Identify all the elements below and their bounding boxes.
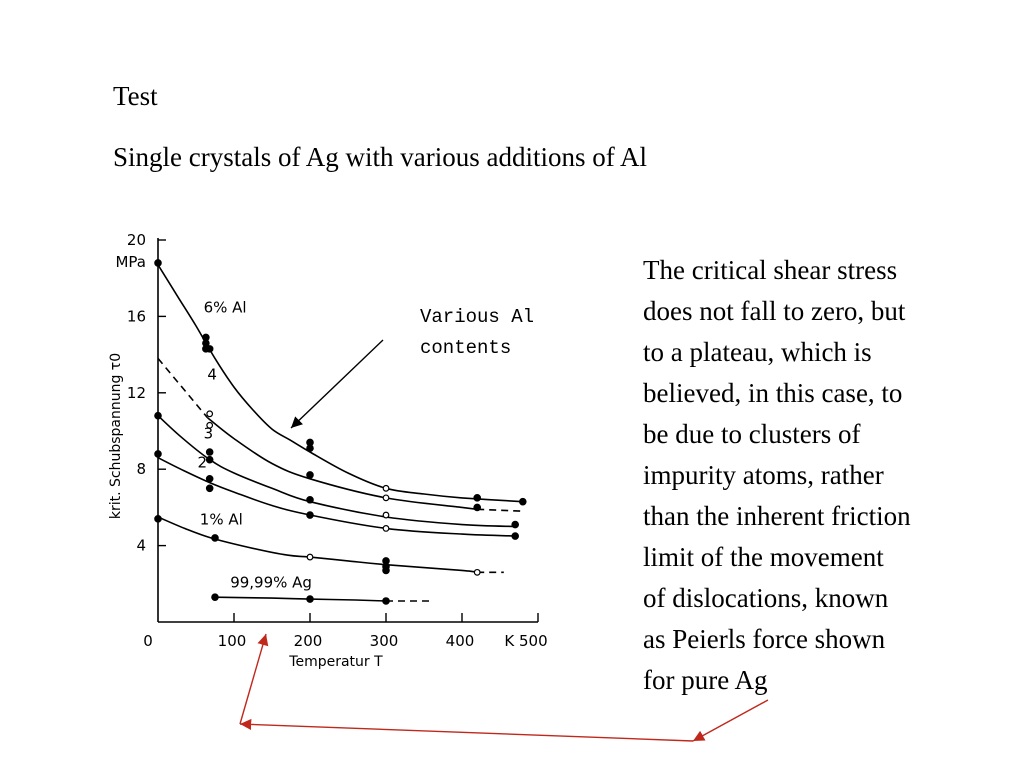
x-tick-label: 200 [294,632,323,650]
black-arrow [290,339,384,429]
data-point [154,515,162,523]
explanation-line: limit of the movement [643,542,884,572]
data-point [206,421,214,429]
series-label: 6% Al [204,299,247,317]
annotation-line-2: contents [420,337,512,359]
red-arrow-up [239,633,269,725]
series-label: 4 [207,365,217,383]
data-point [211,593,219,601]
data-point [382,511,390,519]
y-tick-label: 4 [136,537,146,555]
data-point [382,566,390,575]
series-line [157,456,516,537]
data-point [306,495,314,504]
data-point [154,411,162,420]
data-point [518,497,527,506]
explanation-text: The critical shear stress does not fall … [643,250,1013,701]
slide-title: Test [113,81,158,111]
data-point [205,448,214,456]
series-label: 1% Al [200,511,243,529]
data-point [382,484,390,492]
data-point [511,532,520,540]
data-point [473,494,482,502]
data-point [211,534,219,542]
x-tick-label: 300 [370,632,399,650]
data-point [382,494,390,502]
data-point [382,597,390,605]
annotation-arrows [239,339,769,742]
data-point [306,553,314,561]
explanation-line: to a plateau, which is [643,337,872,367]
series-line [214,596,387,602]
series-4: 1% Al [154,511,504,576]
series-label: 2 [198,453,208,471]
data-point [205,484,214,493]
explanation-line: than the inherent friction [643,501,911,531]
x-axis-title: Temperatur T [288,654,383,670]
data-point [306,595,314,603]
data-point [306,471,314,479]
y-unit-label: MPa [115,253,146,271]
explanation-line: as Peierls force shown [643,624,886,654]
annotation-line-1: Various Al [420,306,535,328]
y-tick-label: 12 [127,384,146,402]
various-al-annotation: Various Al contents [420,302,534,364]
explanation-line: The critical shear stress [643,255,898,285]
data-point [205,345,214,353]
data-point [306,444,314,452]
series-dashed-tail [477,508,523,512]
series-1: 4 [157,357,523,512]
data-point [382,525,390,532]
series-2: 3 [154,411,520,529]
data-point [473,503,482,512]
data-point [154,259,162,267]
data-point [473,568,481,576]
data-point [511,520,520,529]
y-tick-label: 20 [127,231,146,249]
series-3: 2 [154,450,520,540]
explanation-line: be due to clusters of [643,419,861,449]
explanation-line: does not fall to zero, but [643,296,906,326]
series-line [157,264,523,503]
series-5: 99,99% Ag [211,574,432,605]
data-point [154,450,162,458]
red-arrow-right [692,699,769,742]
explanation-line: impurity atoms, rather [643,460,884,490]
data-point [205,474,214,483]
x-tick-label: 100 [218,632,247,650]
series-dashed-start [157,357,209,419]
x-tick-label: 400 [446,632,475,650]
series-line [206,416,478,511]
series-label: 99,99% Ag [230,574,312,592]
slide-subtitle: Single crystals of Ag with various addit… [113,142,647,172]
y-axis-title: krit. Schubspannung τ0 [108,353,124,519]
data-point [306,511,314,519]
y-tick-label: 8 [136,460,146,478]
chart-series: 6% Al 4 3 2 1% Al 99,99% Ag [154,259,527,605]
red-arrow-bottom [239,718,694,742]
chart-axes: 4 8 12 16 20 MPa 0 100 200 300 400 K 500 Temperatur … [108,231,548,670]
series-0: 6% Al [154,259,527,506]
series-line [157,516,478,574]
x-tick-label: 0 [143,632,153,650]
explanation-line: believed, in this case, to [643,378,903,408]
x-tick-label: K 500 [504,632,547,650]
data-point [205,455,214,464]
series-label: 3 [204,425,214,443]
data-point [206,410,214,418]
y-tick-label: 16 [127,307,146,325]
series-line [157,415,516,528]
explanation-line: of dislocations, known [643,583,889,613]
explanation-line: for pure Ag [643,665,768,695]
